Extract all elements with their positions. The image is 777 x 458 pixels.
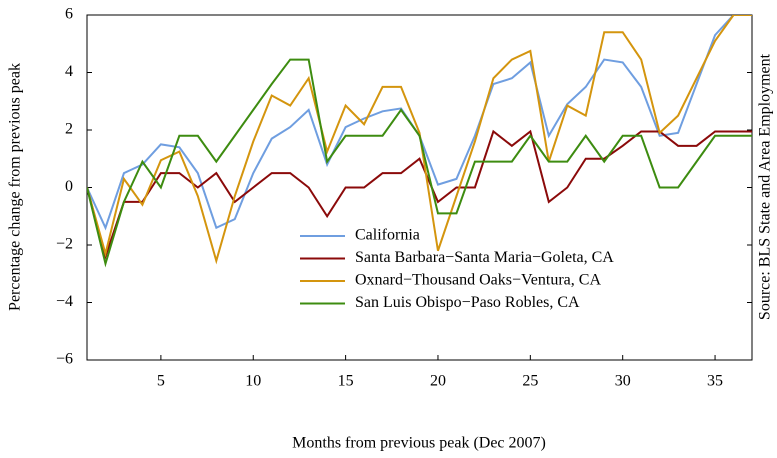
x-tick-label: 15	[338, 373, 354, 390]
x-tick-label: 10	[245, 373, 261, 390]
series-line	[87, 129, 752, 260]
x-tick-label: 25	[522, 373, 538, 390]
x-tick-label: 35	[707, 373, 723, 390]
y-tick-label: 6	[65, 6, 73, 23]
y-tick-label: 4	[65, 63, 73, 80]
y-axis-label: Percentage change from previous peak	[7, 63, 24, 311]
y-tick-label: −4	[56, 293, 73, 310]
series-line	[87, 15, 752, 231]
x-tick-label: 20	[430, 373, 446, 390]
legend-label: Santa Barbara−Santa Maria−Goleta, CA	[355, 249, 614, 266]
x-tick-label: 5	[157, 373, 165, 390]
x-axis-label: Months from previous peak (Dec 2007)	[292, 435, 546, 452]
series-line	[87, 15, 752, 265]
legend-label: Oxnard−Thousand Oaks−Ventura, CA	[355, 272, 601, 289]
legend-label: California	[355, 227, 420, 244]
y-tick-label: 2	[65, 121, 73, 138]
y-tick-label: −6	[56, 351, 73, 368]
series-line	[87, 58, 752, 268]
y-tick-label: −2	[56, 236, 73, 253]
source-note: Source: BLS State and Area Employment	[757, 53, 774, 320]
x-tick-label: 30	[615, 373, 631, 390]
y-tick-label: 0	[65, 178, 73, 195]
legend-label: San Luis Obispo−Paso Robles, CA	[355, 294, 580, 311]
